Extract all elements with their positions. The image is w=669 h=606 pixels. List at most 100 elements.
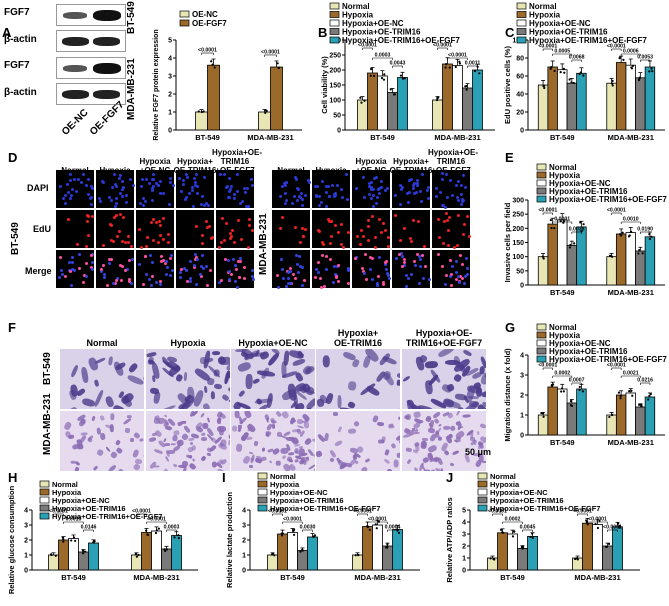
dapi-image-tile xyxy=(136,170,175,208)
bar xyxy=(537,414,549,436)
data-point xyxy=(572,81,575,85)
dapi-image-tile xyxy=(216,170,254,209)
bar-chart-J: 0 1 2 3 4 5 Relative ATP/ADP ratios BT-549 MDA-M… xyxy=(445,497,640,583)
bar xyxy=(566,82,578,131)
data-point xyxy=(293,528,296,531)
legend-swatch xyxy=(477,480,488,488)
legend-swatch xyxy=(516,11,527,18)
dapi-image-tile xyxy=(272,170,311,208)
legend-swatch xyxy=(536,179,547,187)
data-point xyxy=(582,74,585,77)
legend-label: Hypoxia+OE-NC xyxy=(52,496,110,505)
data-point xyxy=(637,252,640,255)
data-point xyxy=(277,66,280,70)
panel-letter-h: H xyxy=(8,470,18,485)
panel-letter-f: F xyxy=(8,320,16,335)
data-point xyxy=(444,66,447,69)
legend-label: Hypoxia+OE-TRIM16 xyxy=(52,504,126,513)
merge-image-tile xyxy=(136,250,175,288)
panel-letter-c: C xyxy=(505,25,515,40)
legend-label: Hypoxia+OE-TRIM16+OE-FGF7 xyxy=(342,36,460,45)
legend-label: Hypoxia+OE-NC xyxy=(490,488,548,497)
transwell-column-header: Hypoxia+ OE-TRIM16 xyxy=(333,328,382,348)
legend-label: Hypoxia+OE-NC xyxy=(549,339,611,348)
data-point xyxy=(146,533,150,536)
data-point xyxy=(631,64,635,67)
p-value-label: 0.0003 xyxy=(375,53,391,59)
bar xyxy=(307,536,318,571)
legend-label: Hypoxia xyxy=(549,171,581,180)
legend-label: OE-FGF7 xyxy=(192,19,227,28)
data-point xyxy=(401,77,405,80)
p-value-label: <0.0001 xyxy=(353,509,372,515)
data-point xyxy=(382,78,386,81)
merge-image-tile xyxy=(216,250,255,289)
legend-label: Hypoxia xyxy=(490,480,520,489)
p-value-label: <0.0001 xyxy=(368,517,387,523)
data-point xyxy=(399,74,403,77)
data-point xyxy=(435,98,439,102)
legend-label: Hypoxia+OE-TRIM16 xyxy=(342,28,421,37)
data-point xyxy=(366,526,369,529)
data-point xyxy=(197,110,200,113)
blot-strip xyxy=(56,57,126,79)
p-value-label: <0.0001 xyxy=(488,509,507,515)
legend-swatch xyxy=(536,171,547,179)
legend-swatch xyxy=(536,163,547,171)
bar xyxy=(452,65,463,131)
data-point xyxy=(596,526,600,530)
data-point xyxy=(631,394,634,397)
legend-i: NormalHypoxiaHypoxia+OE-NCHypoxia+OE-TRI… xyxy=(257,472,380,513)
dapi-image-tile xyxy=(312,170,350,209)
legend-label: Hypoxia+OE-TRIM16 xyxy=(490,496,564,505)
data-point xyxy=(598,519,601,522)
panel-letter-b: B xyxy=(318,25,328,40)
legend-swatch xyxy=(257,472,268,480)
bar xyxy=(635,250,646,286)
data-point xyxy=(437,96,440,99)
p-value-label: <0.0001 xyxy=(603,525,622,531)
y-tick-label: 5 xyxy=(462,508,466,515)
data-point xyxy=(562,390,565,393)
data-point xyxy=(619,397,622,400)
y-tick-label: 50 xyxy=(516,268,524,275)
data-point xyxy=(165,548,169,551)
edu-image-tile xyxy=(392,210,430,248)
x-tick-label: MDA-MB-231 xyxy=(574,573,620,582)
legend-swatch xyxy=(477,504,488,512)
data-point xyxy=(621,231,624,234)
x-tick-label: BT-549 xyxy=(370,133,395,142)
merge-image-tile xyxy=(176,250,214,288)
legend-swatch xyxy=(516,19,527,27)
data-point xyxy=(610,413,614,417)
p-value-label: <0.0001 xyxy=(198,48,217,54)
y-tick-label: 2 xyxy=(168,92,172,99)
blot-row-label: β-actin xyxy=(4,87,37,98)
data-point xyxy=(576,558,579,561)
legend-label: Hypoxia+OE-TRIM16 xyxy=(529,28,608,37)
p-value-label: 0.0011 xyxy=(465,61,481,67)
x-tick-label: BT-549 xyxy=(280,573,305,582)
y-tick-label: 1 xyxy=(242,553,246,560)
y-axis-label: Relative ATP/ADP ratios xyxy=(445,497,454,582)
data-point xyxy=(70,539,73,542)
legend-swatch xyxy=(329,36,340,44)
data-point xyxy=(648,394,651,398)
merge-image-tile xyxy=(432,250,470,288)
bar xyxy=(566,244,578,286)
p-value-label: 0.0043 xyxy=(390,61,406,67)
y-tick-label: 4 xyxy=(24,508,28,515)
y-tick-label: 4 xyxy=(242,508,246,515)
bar xyxy=(606,82,617,131)
bar xyxy=(141,532,152,571)
data-point xyxy=(273,554,276,557)
data-point xyxy=(619,394,622,398)
data-point xyxy=(82,552,85,555)
data-point xyxy=(276,62,279,65)
legend-swatch xyxy=(179,10,190,18)
row-label-merge: Merge xyxy=(25,266,52,276)
data-point xyxy=(511,535,515,538)
legend-swatch xyxy=(329,19,340,27)
